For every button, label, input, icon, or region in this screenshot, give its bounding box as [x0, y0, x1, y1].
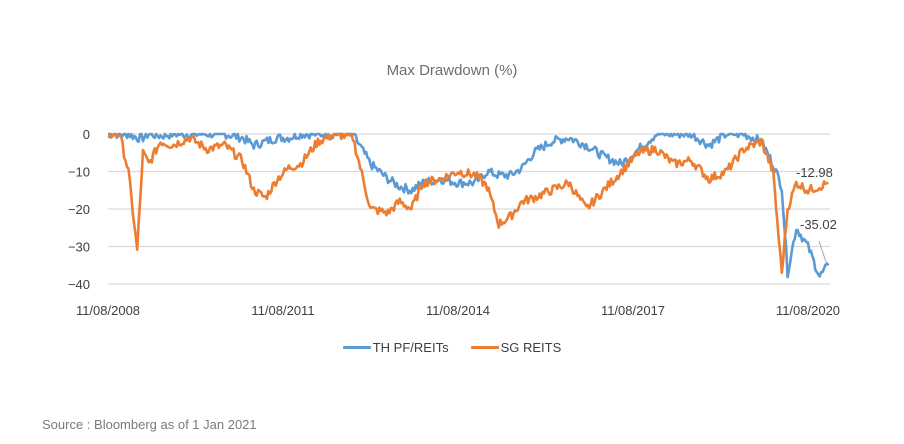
x-tick-label: 11/08/2020: [776, 303, 840, 318]
data-annotations: -12.98 -35.02: [796, 165, 837, 264]
legend-label: SG REITS: [500, 340, 562, 355]
gridlines: [108, 133, 830, 285]
legend: TH PF/REITs SG REITS: [0, 340, 904, 355]
annotation-sg-reits: -12.98: [796, 165, 833, 180]
x-axis-ticks: 11/08/2008 11/08/2011 11/08/2014 11/08/2017…: [76, 303, 840, 318]
legend-swatch-orange: [470, 346, 499, 349]
y-tick-label: −40: [68, 277, 90, 292]
legend-label: TH PF/REITs: [372, 340, 449, 355]
y-tick-label: −10: [68, 165, 90, 180]
series-lines: [107, 132, 830, 279]
y-tick-label: −20: [68, 202, 90, 217]
y-axis-ticks: 0 −10 −20 −30 −40: [68, 127, 90, 292]
legend-item-th-pf-reits[interactable]: TH PF/REITs: [342, 340, 449, 355]
chart-title: Max Drawdown (%): [386, 62, 518, 79]
legend-swatch-blue: [342, 346, 371, 349]
x-tick-label: 11/08/2014: [426, 303, 490, 318]
series-line-sg-reits: [107, 132, 829, 275]
x-tick-label: 11/08/2017: [601, 303, 665, 318]
y-tick-label: −30: [68, 240, 90, 255]
annotation-th-pf-reits: -35.02: [800, 217, 837, 232]
y-tick-label: 0: [83, 127, 90, 142]
x-tick-label: 11/08/2011: [251, 303, 314, 318]
annotation-leader-line: [818, 240, 827, 264]
x-tick-label: 11/08/2008: [76, 303, 140, 318]
line-chart: 0−10−20−30−40 11/08/2008 11/08/2011 11/08/…: [68, 127, 840, 318]
source-note: Source : Bloomberg as of 1 Jan 2021: [42, 417, 257, 432]
series-line-th-pf-reits: [107, 132, 830, 279]
legend-item-sg-reits[interactable]: SG REITS: [470, 340, 562, 355]
